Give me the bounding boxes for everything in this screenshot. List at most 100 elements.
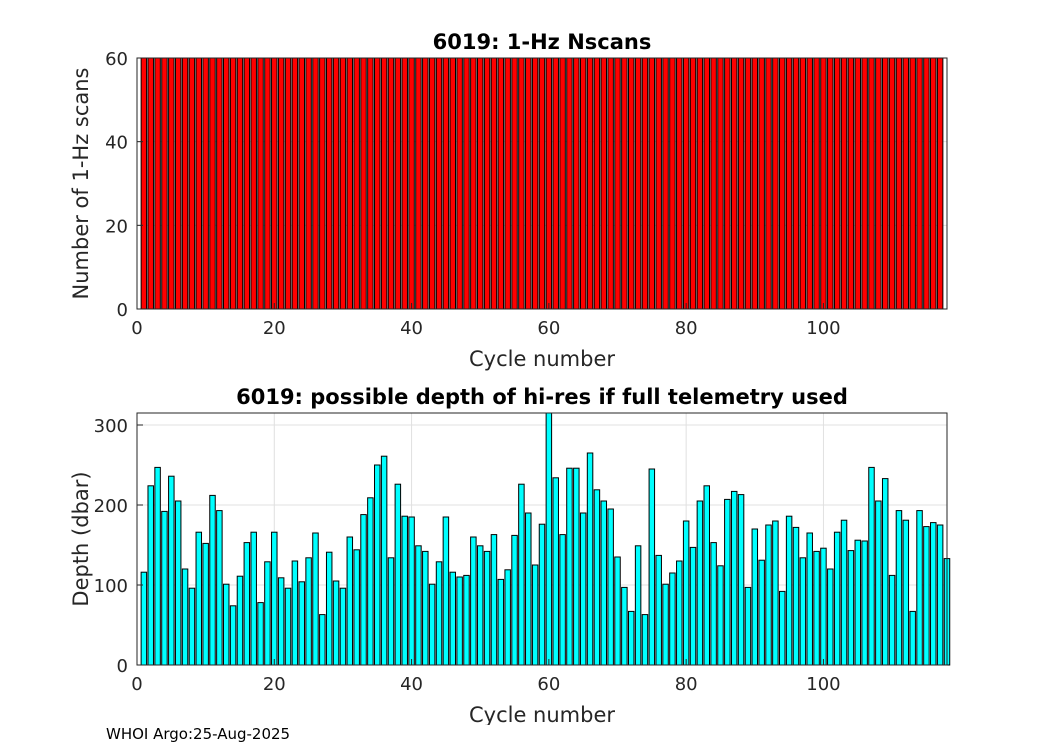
depth-bar-103 <box>840 519 848 666</box>
nscans-bar-46 <box>449 57 457 310</box>
nscans-x-ticks: 0 20 40 60 80 100 <box>131 303 841 339</box>
nscans-bar-112 <box>902 57 910 310</box>
nscans-bar-8 <box>188 57 196 310</box>
depth-bar-10 <box>202 542 209 666</box>
depth-bar-52 <box>490 534 498 666</box>
depth-bar-19 <box>264 561 271 666</box>
depth-bar-34 <box>367 497 374 666</box>
nscans-axes-box <box>136 57 948 310</box>
depth-bar-92 <box>765 524 772 666</box>
nscans-bar-39 <box>401 57 408 310</box>
nscans-bar-42 <box>422 57 429 310</box>
nscans-bar-48 <box>463 57 470 310</box>
nscans-bars <box>140 57 944 310</box>
depth-bar-64 <box>573 467 580 666</box>
depth-bar-13 <box>222 583 230 666</box>
depth-bar-7 <box>181 568 189 666</box>
nscans-bar-100 <box>820 57 827 310</box>
depth-bar-42 <box>422 550 429 666</box>
depth-bar-59 <box>538 523 546 666</box>
nscans-bar-20 <box>271 57 278 310</box>
nscans-x-tick-label-4: 80 <box>675 318 698 339</box>
depth-bar-24 <box>298 581 305 666</box>
depth-bar-53 <box>497 578 505 666</box>
nscans-bar-111 <box>895 57 903 310</box>
depth-bar-12 <box>216 510 223 666</box>
depth-y-tick-label-3: 300 <box>94 416 128 437</box>
depth-bar-57 <box>525 512 532 666</box>
depth-bar-60 <box>545 412 553 666</box>
nscans-bar-40 <box>408 57 415 310</box>
depth-bar-21 <box>277 577 285 666</box>
nscans-bar-4 <box>161 57 168 310</box>
depth-bar-8 <box>188 587 196 666</box>
depth-y-axis-label: Depth (dbar) <box>69 471 93 606</box>
depth-bar-23 <box>291 560 299 666</box>
nscans-bar-51 <box>483 57 491 310</box>
nscans-bar-3 <box>154 57 161 310</box>
nscans-bar-57 <box>525 57 532 310</box>
depth-bar-20 <box>271 531 278 666</box>
depth-bar-44 <box>435 561 443 666</box>
nscans-bar-90 <box>751 57 759 310</box>
depth-bar-56 <box>518 483 525 666</box>
depth-x-tick-label-4: 80 <box>675 674 698 695</box>
depth-bar-69 <box>607 508 614 666</box>
nscans-bar-43 <box>428 57 436 310</box>
nscans-bar-35 <box>374 57 381 310</box>
nscans-bar-97 <box>799 57 807 310</box>
depth-bar-36 <box>380 455 388 666</box>
nscans-bar-14 <box>229 57 237 310</box>
depth-bar-77 <box>662 583 669 666</box>
nscans-bar-10 <box>202 57 209 310</box>
nscans-bar-72 <box>627 57 635 310</box>
nscans-y-ticks: 0 20 40 60 <box>105 49 143 321</box>
nscans-bar-30 <box>339 57 347 310</box>
nscans-bar-102 <box>833 57 841 310</box>
nscans-bar-82 <box>696 57 704 310</box>
nscans-bar-116 <box>930 57 937 310</box>
depth-bar-45 <box>442 516 450 666</box>
depth-bar-31 <box>346 536 354 666</box>
depth-x-tick-label-2: 40 <box>400 674 423 695</box>
nscans-bar-95 <box>785 57 793 310</box>
depth-bar-49 <box>470 536 477 666</box>
nscans-x-tick-label-5: 100 <box>806 318 840 339</box>
nscans-bar-45 <box>442 57 450 310</box>
depth-bar-104 <box>847 550 855 666</box>
nscans-bar-60 <box>545 57 553 310</box>
depth-bar-95 <box>785 515 793 666</box>
depth-bar-96 <box>792 526 800 666</box>
nscans-bar-27 <box>319 57 326 310</box>
nscans-x-tick-label-0: 0 <box>131 318 142 339</box>
nscans-bar-15 <box>236 57 244 310</box>
depth-bar-65 <box>579 512 587 666</box>
depth-bar-22 <box>284 587 292 666</box>
depth-bar-29 <box>332 580 340 666</box>
nscans-bar-76 <box>655 57 662 310</box>
nscans-bar-80 <box>682 57 690 310</box>
nscans-bar-23 <box>291 57 299 310</box>
nscans-bar-78 <box>669 57 676 310</box>
nscans-bar-68 <box>600 57 608 310</box>
nscans-bar-81 <box>689 57 697 310</box>
depth-bar-99 <box>813 550 820 666</box>
depth-bar-112 <box>902 519 910 666</box>
depth-bar-75 <box>648 468 656 666</box>
depth-axes-box <box>136 412 948 666</box>
nscans-bar-117 <box>936 57 944 310</box>
nscans-bar-6 <box>174 57 182 310</box>
depth-y-tick-label-2: 200 <box>94 496 128 517</box>
nscans-bar-5 <box>168 57 175 310</box>
nscans-bar-47 <box>456 57 463 310</box>
depth-bars <box>140 412 951 666</box>
depth-bar-25 <box>305 557 312 666</box>
nscans-y-tick-label-0: 0 <box>117 300 128 321</box>
depth-x-axis-label: Cycle number <box>469 703 615 725</box>
depth-bar-39 <box>401 515 408 666</box>
depth-bar-2 <box>147 485 154 666</box>
depth-bar-91 <box>758 559 765 666</box>
nscans-bar-28 <box>325 57 333 310</box>
depth-bar-68 <box>600 500 608 666</box>
depth-bar-97 <box>799 557 807 666</box>
